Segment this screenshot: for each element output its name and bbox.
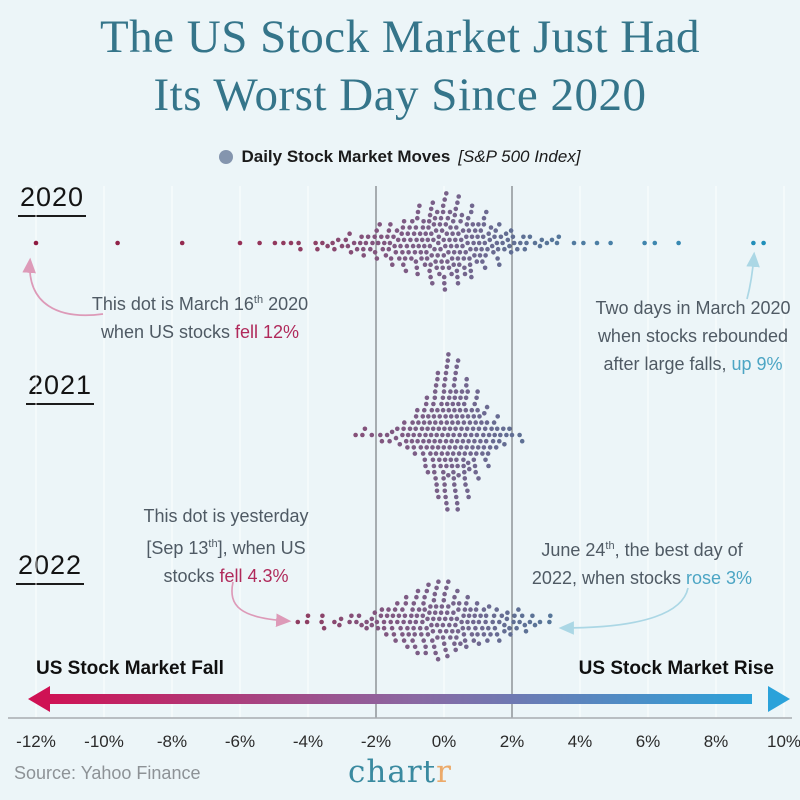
axis-tick-6%: 6% [635, 732, 661, 751]
annotation-june-24-rise: June 24th, the best day of 2022, when sto… [531, 540, 753, 588]
annotation-march-rebound: Two days in March 2020 when stocks reboun… [595, 298, 791, 374]
axis-tick--10%: -10% [84, 732, 124, 751]
chartr-logo: chartr [0, 754, 800, 790]
axis-tick-0%: 0% [431, 732, 457, 751]
chart-title-line1: The US Stock Market Just Had [99, 11, 701, 63]
axis-tick--8%: -8% [156, 732, 188, 751]
chart-title-line2: Its Worst Day Since 2020 [153, 69, 647, 121]
source-credit: Source: Yahoo Finance [14, 763, 201, 783]
legend-label: Daily Stock Market Moves [241, 147, 451, 166]
axis-tick--2%: -2% [360, 732, 392, 751]
chartr-logo-main: chart [348, 754, 437, 790]
axis-tick-8%: 8% [703, 732, 729, 751]
legend-index-note: [S&P 500 Index] [458, 147, 581, 166]
beeswarm-2022 [295, 579, 553, 662]
annotation-sep-13-fall: This dot is yesterday [Sep 13th], when US… [143, 506, 309, 586]
axis-tick--4%: -4% [292, 732, 324, 751]
year-label-2022: 2022 [16, 550, 85, 585]
fall-direction-label: US Stock Market Fall [36, 658, 224, 679]
fall-rise-gradient-bar [48, 694, 752, 704]
beeswarm-2020 [33, 191, 766, 292]
legend-dot-icon [219, 150, 234, 164]
gridlines [8, 186, 792, 719]
chart-legend: Daily Stock Market Moves [S&P 500 Index] [0, 147, 800, 167]
axis-tick-10%: 10% [766, 732, 800, 751]
year-label-2021: 2021 [26, 370, 95, 405]
chart-title: The US Stock Market Just Had Its Worst D… [0, 8, 800, 124]
axis-tick-4%: 4% [567, 732, 593, 751]
axis-tick--12%: -12% [16, 732, 56, 751]
rise-arrowhead-icon [768, 686, 790, 712]
year-label-2020: 2020 [18, 182, 87, 217]
annotation-march-16-fall: This dot is March 16th 2020 when US stock… [91, 294, 309, 342]
axis-tick--6%: -6% [224, 732, 256, 751]
axis-tick-2%: 2% [499, 732, 525, 751]
chartr-logo-accent: r [436, 754, 452, 790]
fall-arrowhead-icon [28, 686, 50, 712]
beeswarm-2021 [353, 352, 525, 512]
rise-direction-label: US Stock Market Rise [578, 658, 774, 679]
